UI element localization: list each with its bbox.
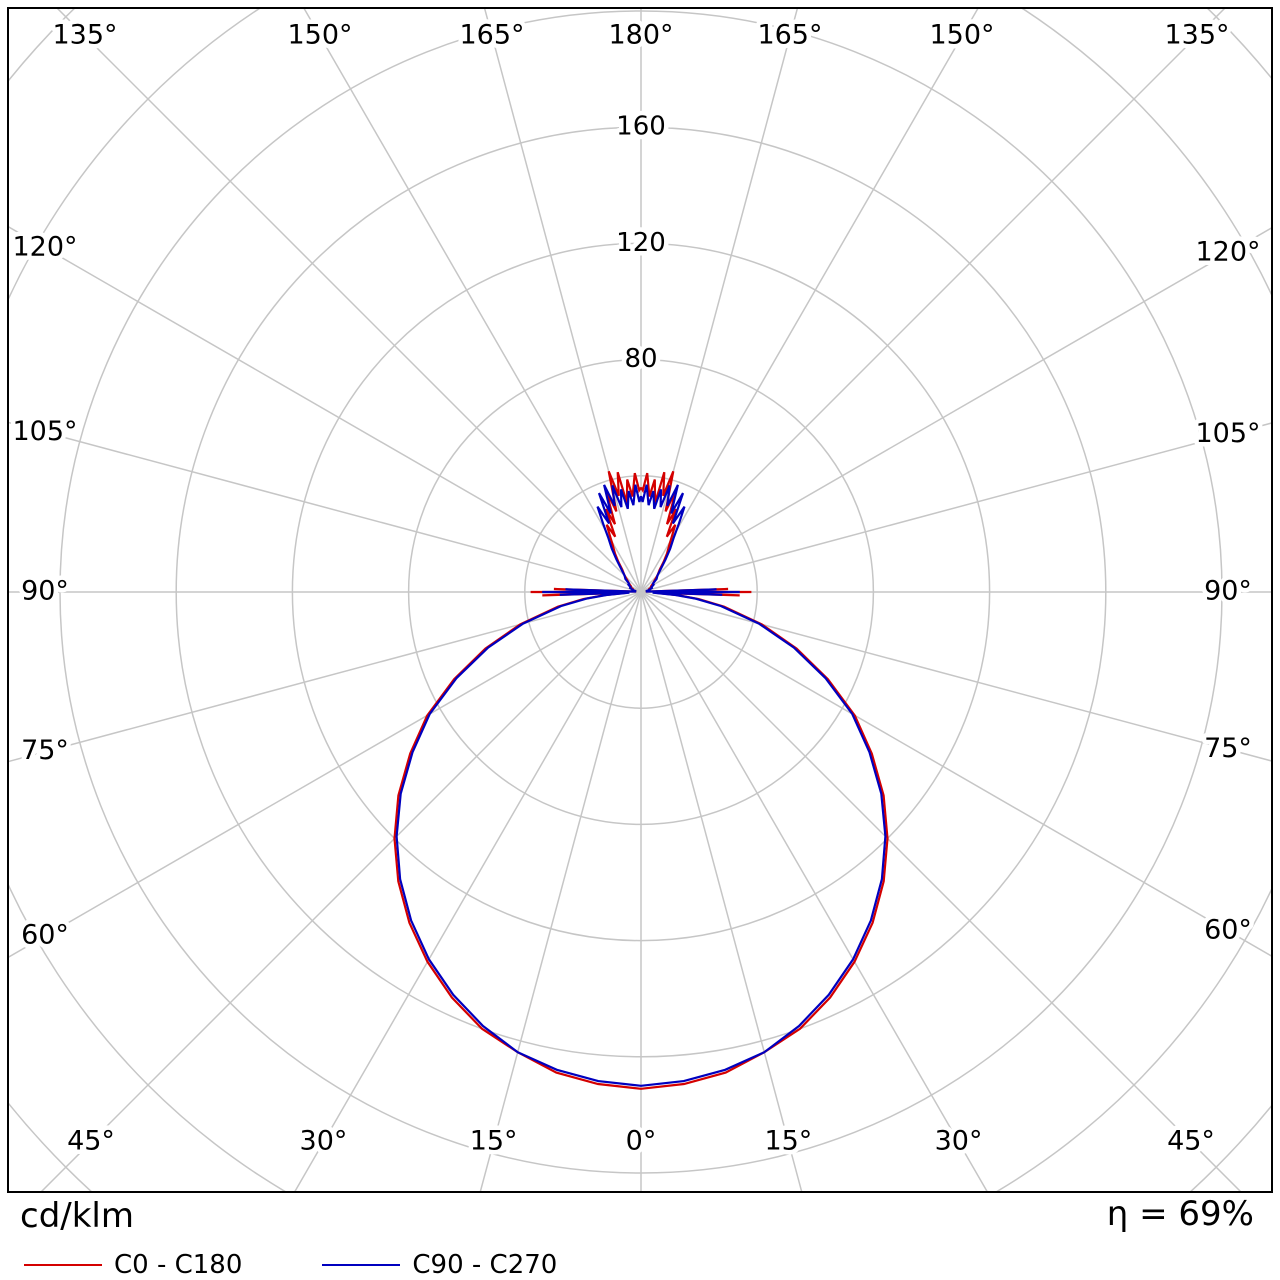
angle-label: 60° <box>1204 914 1252 945</box>
grid-radial-line <box>640 591 1242 1191</box>
angle-label: 90° <box>21 576 69 607</box>
angle-label: 15° <box>470 1126 518 1157</box>
radial-tick-label: 80 <box>624 344 657 374</box>
angle-label: 30° <box>300 1126 348 1157</box>
unit-label: cd/klm <box>20 1196 134 1236</box>
legend: C0 - C180 C90 - C270 <box>24 1250 637 1280</box>
grid-radial-line <box>9 591 642 958</box>
legend-item-c90-c270: C90 - C270 <box>322 1250 557 1280</box>
angle-label: 135° <box>1164 20 1229 51</box>
legend-label-c0-c180: C0 - C180 <box>114 1250 243 1280</box>
angle-label: 0° <box>626 1126 657 1157</box>
angle-label: 60° <box>21 920 69 951</box>
grid-radial-line <box>303 9 642 593</box>
polar-chart: 0° 15° 15° 30° 30° 45° 45° 60° 60° 75° 75° 90° 90° 10… <box>7 7 1273 1193</box>
grid-radial-line <box>56 9 642 593</box>
legend-label-c90-c270: C90 - C270 <box>412 1250 558 1280</box>
angle-label: 105° <box>1195 418 1260 449</box>
grid-radial-line <box>640 591 803 1191</box>
grid-radial-line <box>640 9 1226 593</box>
angle-label: 45° <box>67 1126 115 1157</box>
angle-label: 75° <box>1204 733 1252 764</box>
grid-radial-line <box>479 591 642 1191</box>
polar-grid <box>9 9 1271 1191</box>
angle-label: 105° <box>12 416 77 447</box>
angle-label: 150° <box>287 20 352 51</box>
grid-radial-line <box>9 591 642 763</box>
angle-label: 90° <box>1204 576 1252 607</box>
radial-tick-label: 160 <box>616 112 666 142</box>
grid-radial-line <box>640 591 1271 762</box>
angle-label: 180° <box>608 20 673 51</box>
radial-tick-label: 120 <box>616 228 666 258</box>
legend-line-red <box>24 1264 102 1266</box>
grid-radial-line <box>484 9 642 593</box>
angle-label: 165° <box>757 20 822 51</box>
grid-radial-line <box>9 421 642 593</box>
angle-label: 150° <box>929 20 994 51</box>
angle-label: 135° <box>52 20 117 51</box>
angle-label: 30° <box>935 1126 983 1157</box>
curve-c90-c270 <box>395 484 887 1087</box>
chart-footer: cd/klm η = 69% C0 - C180 C90 - C270 <box>0 1192 1280 1280</box>
angle-label: 75° <box>21 735 69 766</box>
grid-radial-line <box>640 591 1271 957</box>
efficiency-label: η = 69% <box>1106 1194 1254 1234</box>
grid-radial-line <box>640 227 1271 593</box>
angle-label: 45° <box>1167 1126 1215 1157</box>
angle-label: 120° <box>12 231 77 262</box>
grid-radial-line <box>640 9 798 593</box>
grid-radial-line <box>640 9 979 593</box>
grid-radial-line <box>40 591 642 1191</box>
grid-radial-line <box>640 591 988 1191</box>
legend-line-blue <box>322 1264 401 1266</box>
angle-label: 120° <box>1195 237 1260 268</box>
plot-border <box>7 7 1273 1193</box>
grid-radial-line <box>640 422 1271 593</box>
angle-label: 15° <box>764 1126 812 1157</box>
legend-item-c0-c180: C0 - C180 <box>24 1250 242 1280</box>
grid-radial-line <box>294 591 642 1191</box>
grid-radial-line <box>9 226 642 593</box>
angle-label: 165° <box>459 20 524 51</box>
